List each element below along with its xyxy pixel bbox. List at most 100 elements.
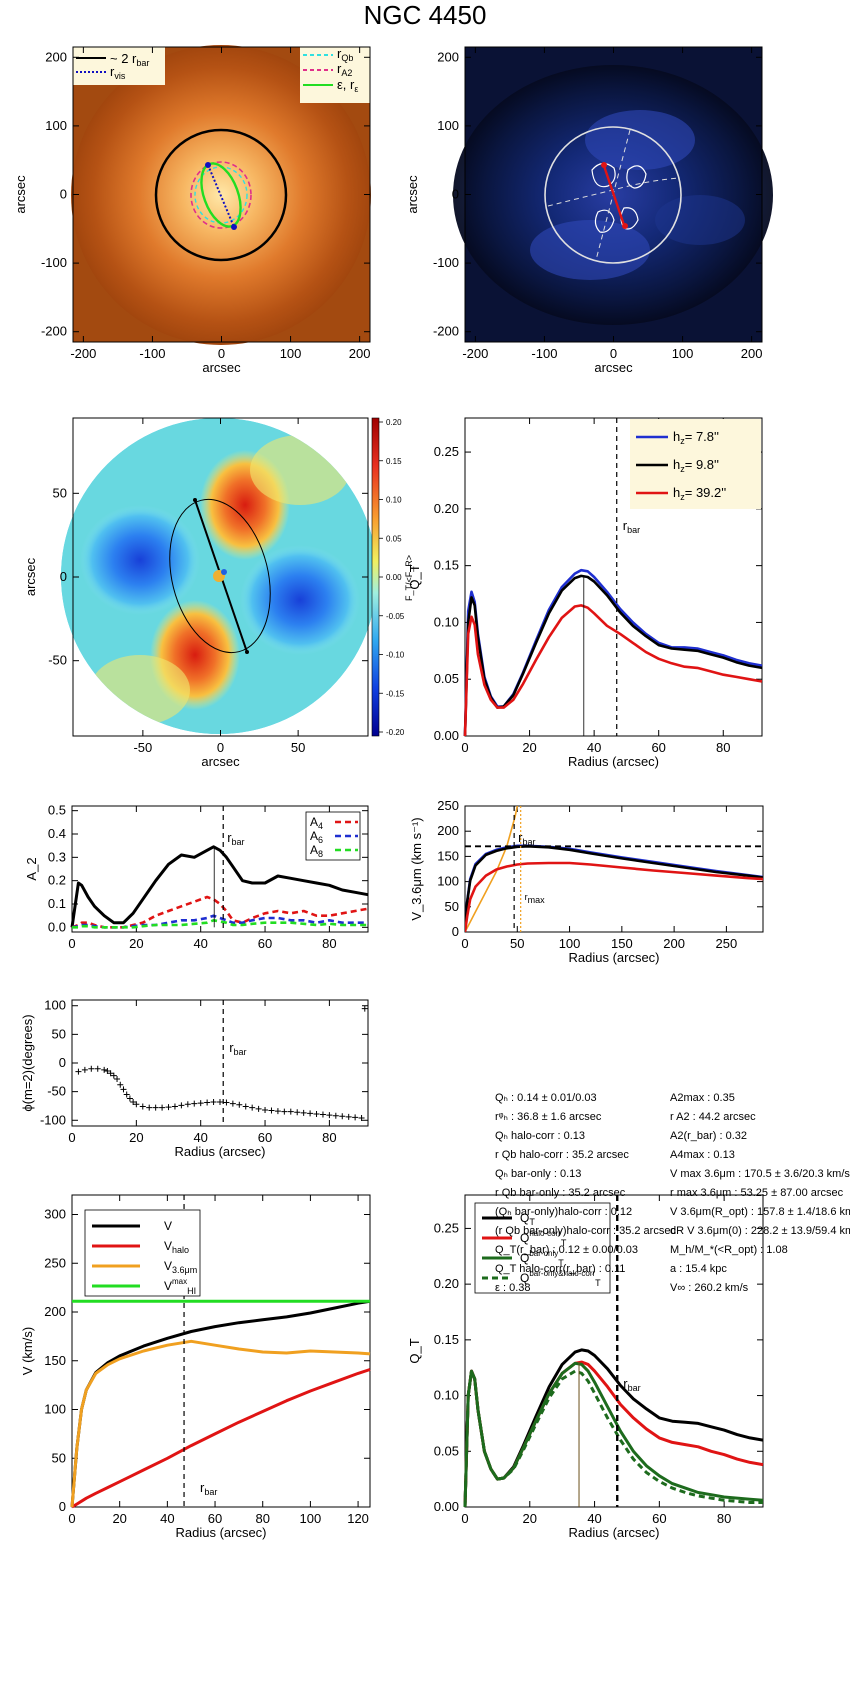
y-tick-label: 0.3: [48, 849, 66, 864]
plot-qt-corrections: 0 20 40 60 80 0.00 0.05 0.10 0.15 0.20 0.25 Radius …: [407, 1194, 764, 1540]
y-tick-label: 300: [44, 1207, 66, 1222]
y-axis-label: A_2: [24, 857, 39, 880]
y-tick-label: 50: [52, 1450, 66, 1465]
x-tick-label: 20: [112, 1511, 126, 1526]
plot-frame: [464, 417, 763, 737]
colorbar-tick-label: 0.05: [386, 534, 402, 543]
phase-point: [229, 1100, 236, 1107]
x-tick-label: 250: [716, 936, 738, 951]
phase-point: [197, 1100, 204, 1107]
y-tick-label: 0.00: [434, 1499, 459, 1514]
y-tick-label: 0.10: [434, 1388, 459, 1403]
phase-point: [159, 1104, 166, 1111]
phase-point: [107, 1070, 114, 1077]
phase-point: [191, 1100, 198, 1107]
y-axis-label: Q_T: [407, 1338, 422, 1363]
x-tick-label: 20: [523, 1511, 537, 1526]
x-tick-label: 200: [741, 346, 763, 361]
parameters-left: Qₕ : 0.14 ± 0.01/0.03 rᵠₕ : 36.8 ± 1.6 ar…: [495, 1089, 676, 1298]
y-tick-label: 150: [44, 1353, 66, 1368]
y-tick-label: 50: [52, 1026, 66, 1041]
legend-eps: ε, rε: [337, 77, 358, 94]
p6-lines: [465, 806, 763, 932]
phase-point: [255, 1105, 262, 1112]
panel-residual-image: [453, 46, 773, 343]
phase-point: [204, 1099, 211, 1106]
phase-point: [249, 1104, 256, 1111]
x-axis-label: Radius (arcsec): [174, 1144, 265, 1159]
x-tick-label: 40: [587, 740, 601, 755]
y-tick-label: 250: [437, 798, 459, 813]
x-tick-label: 0: [68, 1511, 75, 1526]
x-tick-label: 0: [68, 936, 75, 951]
axes-panel-1: -200 -100 0 100 200 -200 -100 0 100 200 arcsec arcs…: [13, 47, 370, 375]
parameters-right: A2max : 0.35 r A2 : 44.2 arcsec A2(r_bar) …: [670, 1089, 850, 1298]
x-tick-label: 40: [193, 1130, 207, 1145]
series-line-V: [70, 1299, 371, 1508]
rbar-label: rbar: [229, 1040, 246, 1057]
x-tick-label: 60: [652, 1511, 666, 1526]
rmax-label: rmax: [525, 892, 546, 905]
phase-point: [123, 1091, 130, 1098]
y-axis-label: Q_T: [407, 564, 422, 589]
x-tick-label: 0: [610, 346, 617, 361]
plot-frame: [71, 999, 369, 1127]
y-tick-label: -100: [40, 1112, 66, 1127]
series-line-A8: [72, 918, 368, 929]
phase-point: [178, 1102, 185, 1109]
x-tick-label: 40: [587, 1511, 601, 1526]
plot-velocity-components: 0 20 40 60 80 100 120 0 50 100 150 200 250 300 Radius …: [20, 1194, 371, 1540]
x-tick-label: 60: [258, 1130, 272, 1145]
y-tick-label: 0.05: [434, 1443, 459, 1458]
plot-frame: [71, 1194, 371, 1508]
y-tick-label: -50: [48, 653, 67, 668]
y-tick-label: 100: [45, 118, 67, 133]
x-tick-label: 50: [291, 740, 305, 755]
phase-point: [287, 1108, 294, 1115]
y-tick-label: 200: [437, 49, 459, 64]
panel-galaxy-image: ~ 2 rbar rvis rQb rA2 ε, rε: [71, 45, 371, 345]
phase-point: [104, 1068, 111, 1075]
y-tick-label: 100: [44, 1402, 66, 1417]
y-tick-label: 50: [53, 485, 67, 500]
plot-frame: [71, 805, 369, 933]
parameter-line: a : 15.4 kpc: [670, 1263, 727, 1275]
series-line-black: [465, 844, 763, 932]
y-tick-label: 0.0: [48, 919, 66, 934]
y-tick-label: -50: [47, 1084, 66, 1099]
y-tick-label: 200: [437, 823, 459, 838]
x-tick-label: 40: [160, 1511, 174, 1526]
x-tick-label: 0: [461, 1511, 468, 1526]
plot-phase: 0 20 40 60 80 100 50 0 -50 -100 Radius (arcsec) ϕ(m…: [20, 998, 369, 1159]
series-line-QT: [463, 1348, 764, 1508]
x-tick-label: 80: [717, 1511, 731, 1526]
bar-red-line: [601, 162, 627, 229]
y-axis-label: ϕ(m=2)(degrees): [20, 1014, 35, 1111]
y-tick-label: 0: [60, 569, 67, 584]
y-axis-label: V (km/s): [20, 1327, 35, 1375]
x-tick-label: 60: [651, 740, 665, 755]
x-tick-label: -100: [139, 346, 165, 361]
legend-text: hz= 9.8'': [673, 457, 719, 474]
colorbar-tick-label: -0.20: [386, 728, 405, 737]
y-tick-label: 150: [437, 848, 459, 863]
legend-text: hz= 7.8'': [673, 429, 719, 446]
x-tick-label: 150: [611, 936, 633, 951]
y-tick-label: -100: [41, 255, 67, 270]
y-tick-label: 100: [437, 118, 459, 133]
parameter-line: r A2 : 44.2 arcsec: [670, 1111, 756, 1123]
y-axis-label: V_3.6μm (km s⁻¹): [409, 817, 424, 920]
series-line-V_3.6: [70, 1339, 371, 1508]
phase-point: [358, 1114, 365, 1121]
parameter-line: Qₕ halo-corr : 0.13: [495, 1130, 586, 1142]
phase-point: [268, 1107, 275, 1114]
plot-qt-scaleheights: 0 20 40 60 80 0.00 0.05 0.10 0.15 0.20 0.25 Radius …: [407, 417, 763, 769]
x-axis-label: arcsec: [201, 754, 240, 769]
phase-point: [352, 1114, 359, 1121]
parameter-line: (Qₕ bar-only)halo-corr : 0.12: [495, 1206, 633, 1218]
x-axis-label: Radius (arcsec): [568, 1525, 659, 1540]
phase-point: [319, 1111, 326, 1118]
series-line-QT bar-only: [463, 1361, 764, 1508]
